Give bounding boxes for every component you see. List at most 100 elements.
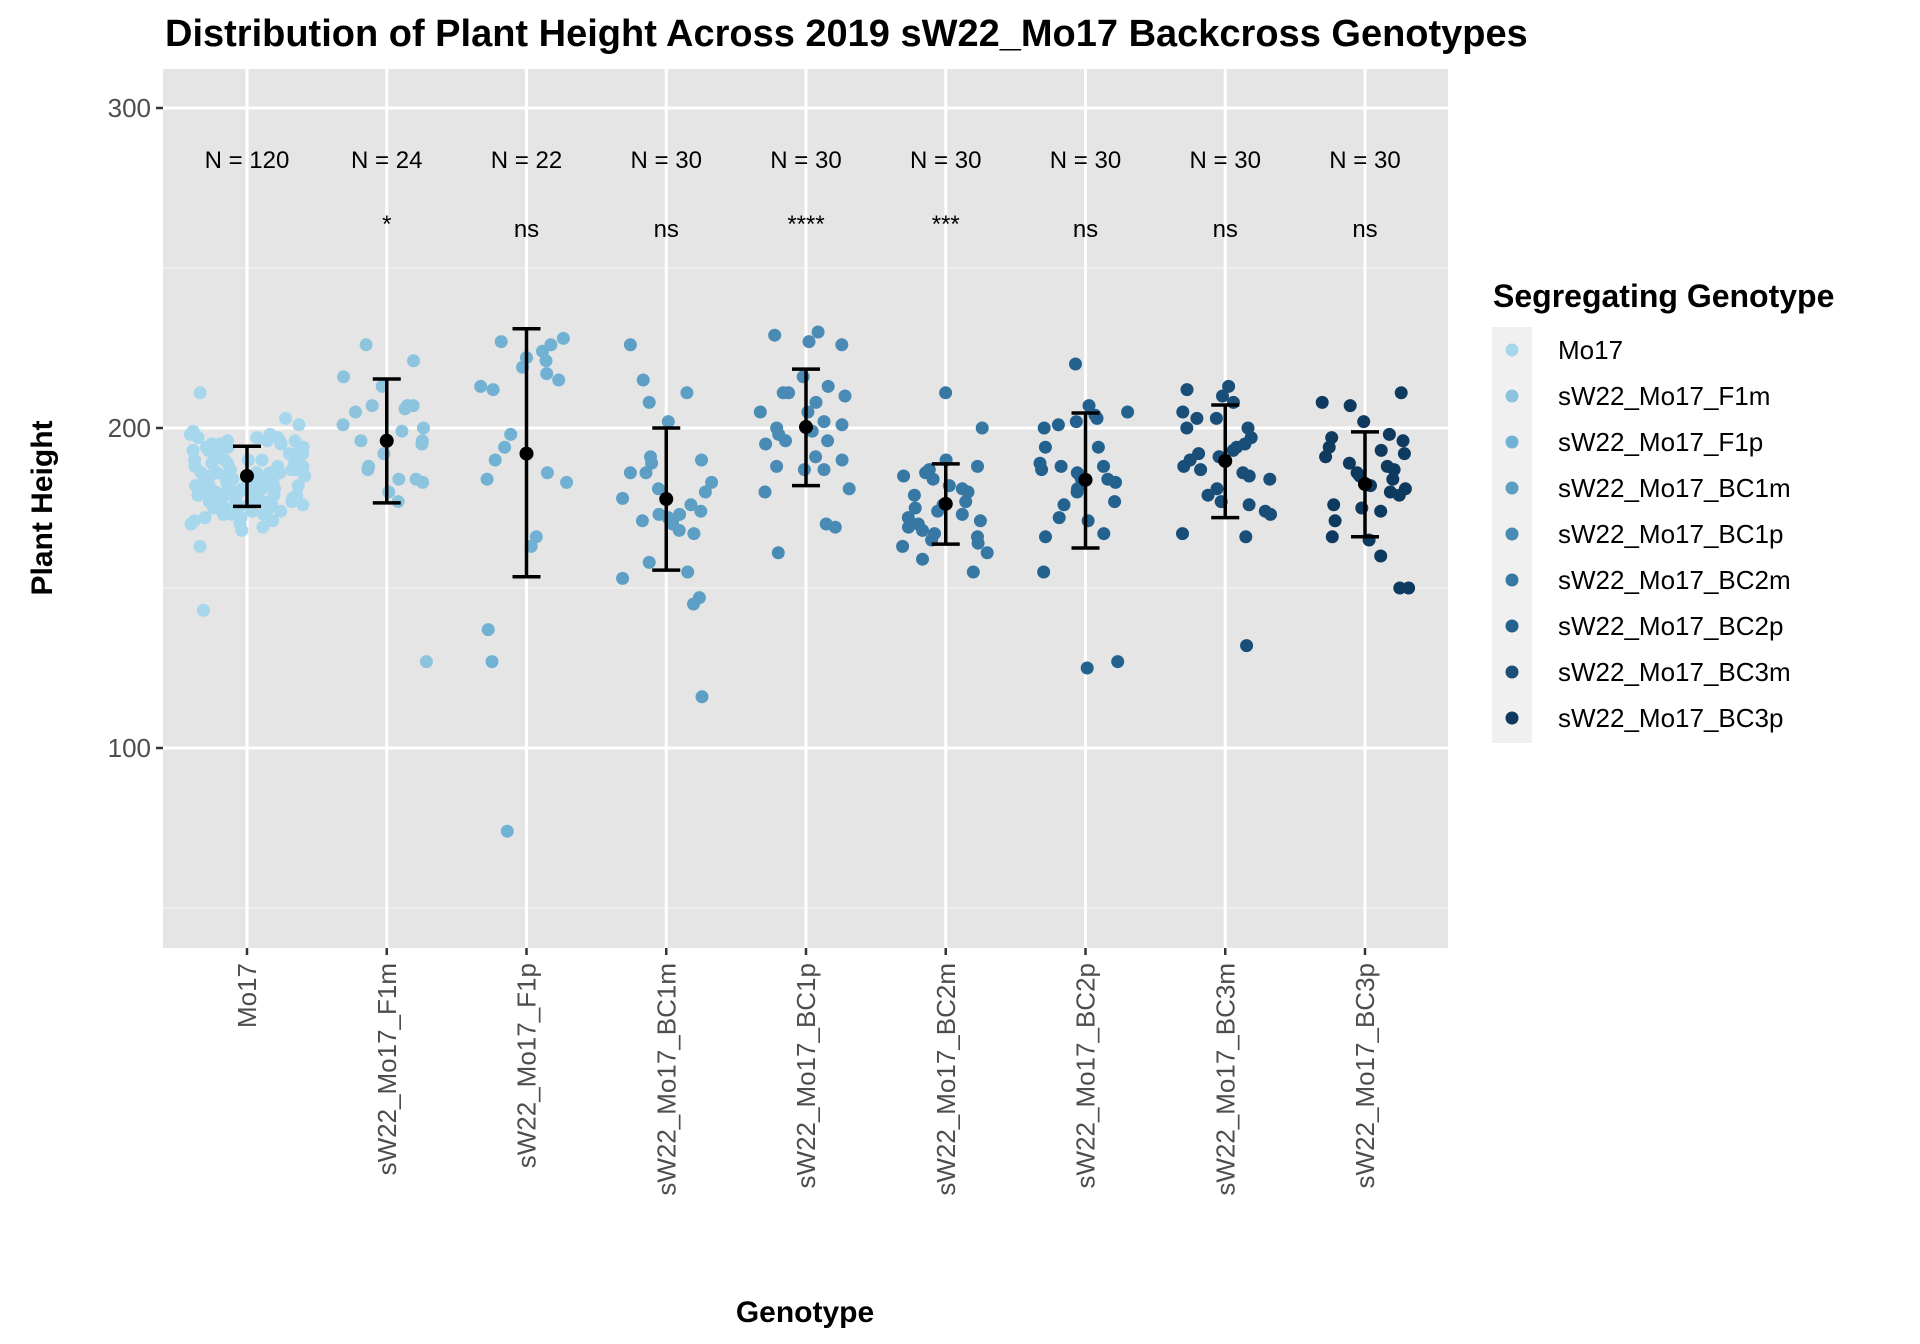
data-point: [687, 597, 700, 611]
data-point: [907, 488, 921, 502]
data-point: [1111, 655, 1125, 669]
data-point: [623, 338, 637, 352]
data-point: [1392, 488, 1406, 502]
chart-title: Distribution of Plant Height Across 2019…: [165, 13, 1528, 55]
legend-key-point: [1505, 665, 1519, 679]
data-point: [191, 488, 205, 502]
data-point: [896, 539, 910, 553]
data-point: [191, 431, 205, 445]
data-point: [415, 437, 429, 451]
data-point: [1038, 440, 1052, 454]
data-point: [539, 354, 553, 368]
mean-point: [379, 433, 394, 448]
legend-key-point: [1505, 389, 1519, 403]
x-tick-label: sW22_Mo17_F1p: [512, 963, 542, 1168]
data-point: [407, 354, 420, 368]
data-point: [220, 440, 234, 454]
data-point: [260, 498, 274, 512]
data-point: [1240, 639, 1254, 653]
significance-label: ns: [1213, 216, 1238, 243]
legend-label: Mo17: [1558, 335, 1623, 365]
data-point: [616, 571, 630, 585]
data-point: [1374, 549, 1388, 563]
significance-label: *: [382, 211, 391, 238]
errorbar-sW22_Mo17_BC2m: [931, 462, 960, 546]
data-point: [1190, 411, 1204, 425]
sample-size-label: N = 22: [491, 147, 562, 174]
data-point: [1057, 498, 1071, 512]
sample-size-label: N = 30: [1190, 147, 1261, 174]
data-point: [274, 504, 288, 518]
y-axis-title: Plant Height: [26, 420, 59, 595]
data-point: [661, 415, 675, 429]
data-point: [684, 498, 698, 512]
data-point: [776, 386, 790, 400]
series-points-sW22_Mo17_BC3m: [1176, 379, 1277, 653]
y-axis: 100 200 300: [108, 93, 163, 763]
data-point: [480, 472, 494, 486]
data-point: [205, 456, 219, 470]
data-point: [902, 520, 915, 534]
data-point: [1342, 456, 1356, 470]
x-tick-label: sW22_Mo17_BC2p: [1071, 963, 1101, 1188]
data-point: [838, 389, 852, 403]
errorbar-sW22_Mo17_BC2p: [1071, 411, 1100, 550]
data-point: [1090, 411, 1104, 425]
data-point: [1210, 482, 1224, 496]
errorbar-sW22_Mo17_BC3p: [1351, 430, 1379, 539]
data-point: [290, 488, 304, 502]
data-point: [1177, 459, 1191, 473]
series-points-sW22_Mo17_BC3p: [1315, 386, 1416, 595]
data-point: [1325, 530, 1339, 544]
mean-point: [240, 469, 254, 483]
data-point: [645, 456, 659, 470]
data-point: [198, 511, 212, 525]
data-point: [916, 552, 929, 566]
data-point: [821, 379, 835, 393]
legend-label: sW22_Mo17_BC1m: [1558, 473, 1791, 503]
data-point: [336, 418, 350, 432]
x-tick-label: sW22_Mo17_F1m: [372, 963, 402, 1175]
data-point: [1037, 565, 1051, 579]
data-point: [835, 338, 849, 352]
data-point: [651, 482, 665, 496]
legend-label: sW22_Mo17_F1m: [1558, 381, 1770, 411]
data-point: [1035, 463, 1049, 477]
data-point: [255, 453, 269, 467]
data-point: [1327, 498, 1341, 512]
data-point: [556, 331, 570, 345]
data-point: [801, 405, 815, 419]
data-point: [771, 546, 785, 560]
data-point: [1097, 459, 1110, 473]
data-point: [1081, 514, 1095, 528]
data-point: [221, 479, 235, 493]
errorbar-sW22_Mo17_F1m: [372, 377, 401, 505]
data-point: [1180, 383, 1194, 397]
data-point: [1374, 443, 1388, 457]
data-point: [395, 424, 409, 438]
legend-label: sW22_Mo17_BC2m: [1558, 565, 1791, 595]
sample-size-label: N = 30: [910, 147, 981, 174]
data-point: [681, 565, 695, 579]
data-point: [1108, 495, 1122, 509]
data-point: [417, 421, 430, 435]
legend-item: Mo17: [1505, 335, 1623, 365]
data-point: [296, 447, 310, 461]
data-point: [291, 479, 305, 493]
data-point: [1226, 443, 1240, 457]
legend-key-point: [1505, 343, 1519, 357]
data-point: [817, 415, 831, 429]
data-point: [263, 427, 277, 441]
data-point: [1319, 450, 1333, 464]
legend-item: sW22_Mo17_F1m: [1505, 381, 1770, 411]
series-points-sW22_Mo17_BC1m: [616, 338, 719, 704]
x-axis-title: Genotype: [736, 1296, 874, 1329]
legend-key-point: [1505, 527, 1519, 541]
data-point: [1201, 488, 1215, 502]
x-axis: Mo17 sW22_Mo17_F1m sW22_Mo17_F1p sW22_Mo17_…: [232, 948, 1380, 1196]
data-point: [642, 395, 656, 409]
data-point: [897, 469, 911, 483]
